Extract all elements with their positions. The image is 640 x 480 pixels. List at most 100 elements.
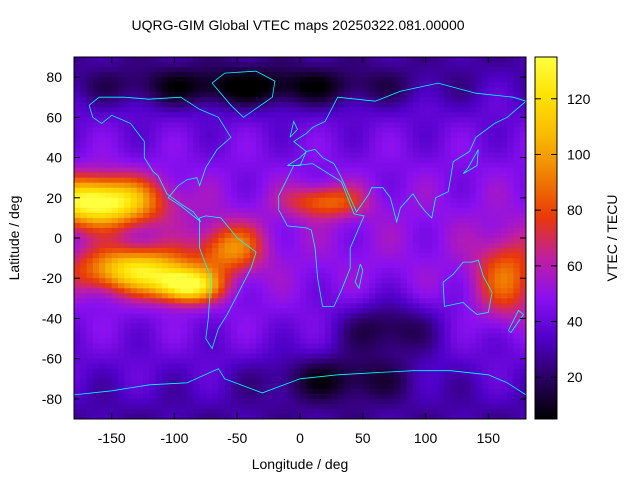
- heatmap-cell: [281, 378, 289, 385]
- heatmap-cell: [318, 278, 326, 284]
- heatmap-cell: [218, 313, 226, 320]
- heatmap-cell: [400, 388, 408, 395]
- heatmap-cell: [494, 253, 502, 259]
- heatmap-cell: [306, 253, 314, 259]
- heatmap-cell: [475, 263, 483, 269]
- heatmap-cell: [117, 217, 125, 224]
- heatmap-cell: [394, 328, 402, 335]
- heatmap-cell: [168, 202, 176, 209]
- heatmap-cell: [369, 373, 376, 380]
- heatmap-cell: [413, 353, 420, 360]
- heatmap-cell: [205, 202, 213, 209]
- heatmap-cell: [218, 122, 226, 128]
- heatmap-cell: [350, 333, 358, 340]
- heatmap-cell: [513, 348, 521, 355]
- heatmap-cell: [143, 353, 150, 360]
- heatmap-cell: [105, 293, 113, 299]
- heatmap-cell: [92, 122, 100, 128]
- heatmap-cell: [425, 137, 433, 144]
- heatmap-cell: [482, 253, 489, 259]
- heatmap-cell: [143, 142, 150, 149]
- heatmap-cell: [230, 288, 238, 294]
- heatmap-cell: [387, 298, 395, 304]
- heatmap-cell: [117, 147, 125, 154]
- heatmap-cell: [425, 323, 433, 330]
- heatmap-cell: [193, 373, 201, 380]
- heatmap-cell: [187, 383, 194, 390]
- heatmap-cell: [475, 212, 483, 219]
- heatmap-cell: [143, 212, 150, 219]
- heatmap-cell: [74, 333, 81, 340]
- heatmap-cell: [419, 333, 427, 340]
- heatmap-cell: [136, 313, 144, 320]
- heatmap-cell: [130, 333, 138, 340]
- heatmap-cell: [337, 207, 345, 214]
- heatmap-cell: [117, 107, 125, 113]
- heatmap-cell: [268, 177, 276, 184]
- heatmap-cell: [387, 313, 395, 320]
- heatmap-cell: [413, 107, 420, 113]
- heatmap-cell: [92, 107, 100, 113]
- heatmap-cell: [80, 248, 88, 254]
- heatmap-cell: [168, 102, 176, 108]
- heatmap-cell: [425, 373, 433, 380]
- heatmap-cell: [124, 67, 132, 73]
- heatmap-cell: [161, 373, 169, 380]
- heatmap-cell: [187, 127, 194, 134]
- heatmap-cell: [237, 152, 245, 159]
- heatmap-cell: [136, 263, 144, 269]
- heatmap-cell: [507, 373, 515, 380]
- heatmap-cell: [111, 263, 119, 269]
- heatmap-cell: [438, 82, 445, 88]
- heatmap-cell: [117, 157, 125, 164]
- heatmap-cell: [312, 328, 320, 335]
- heatmap-cell: [494, 288, 502, 294]
- heatmap-cell: [343, 232, 351, 239]
- heatmap-cell: [482, 157, 489, 164]
- heatmap-cell: [300, 338, 307, 345]
- heatmap-cell: [406, 162, 414, 169]
- heatmap-cell: [306, 232, 314, 239]
- heatmap-cell: [500, 238, 508, 244]
- heatmap-cell: [237, 348, 245, 355]
- heatmap-cell: [218, 323, 226, 330]
- heatmap-cell: [136, 258, 144, 264]
- heatmap-cell: [155, 202, 163, 209]
- heatmap-cell: [419, 167, 427, 174]
- heatmap-cell: [331, 187, 339, 194]
- heatmap-cell: [406, 152, 414, 159]
- heatmap-cell: [111, 328, 119, 335]
- heatmap-cell: [180, 232, 188, 239]
- heatmap-cell: [230, 248, 238, 254]
- heatmap-cell: [369, 107, 376, 113]
- heatmap-cell: [92, 398, 100, 405]
- heatmap-cell: [293, 398, 301, 405]
- heatmap-cell: [268, 313, 276, 320]
- heatmap-cell: [155, 197, 163, 204]
- heatmap-cell: [274, 97, 282, 103]
- heatmap-cell: [274, 82, 282, 88]
- heatmap-cell: [375, 388, 383, 395]
- heatmap-cell: [262, 112, 270, 118]
- heatmap-cell: [199, 197, 207, 204]
- heatmap-cell: [249, 293, 257, 299]
- heatmap-cell: [155, 82, 163, 88]
- heatmap-cell: [394, 263, 402, 269]
- heatmap-cell: [425, 177, 433, 184]
- heatmap-cell: [438, 348, 445, 355]
- heatmap-cell: [513, 67, 521, 73]
- heatmap-cell: [105, 263, 113, 269]
- heatmap-cell: [193, 152, 201, 159]
- heatmap-cell: [168, 187, 176, 194]
- heatmap-cell: [80, 238, 88, 244]
- heatmap-cell: [136, 378, 144, 385]
- heatmap-cell: [224, 82, 232, 88]
- heatmap-cell: [406, 62, 414, 68]
- heatmap-cell: [99, 217, 106, 224]
- heatmap-cell: [268, 212, 276, 219]
- heatmap-cell: [362, 258, 370, 264]
- heatmap-cell: [381, 157, 389, 164]
- heatmap-cell: [256, 318, 263, 325]
- heatmap-cell: [199, 152, 207, 159]
- heatmap-cell: [205, 162, 213, 169]
